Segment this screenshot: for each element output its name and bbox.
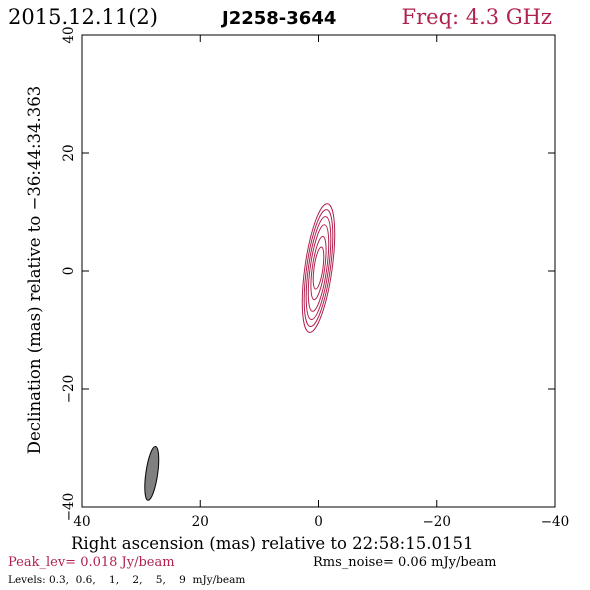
- contour-level-0p3: [301, 203, 336, 333]
- frequency-label: Freq: 4.3 GHz: [402, 5, 552, 29]
- plot-area: 40 20 0 −20 −40 −40 −20 0 20 40: [61, 26, 569, 530]
- x-tick-label: −20: [423, 514, 452, 530]
- x-tick-label: 40: [73, 514, 90, 530]
- y-tick-label: 20: [61, 144, 77, 161]
- peak-level: Peak_lev= 0.018 Jy/beam: [8, 555, 175, 570]
- rms-noise: Rms_noise= 0.06 mJy/beam: [313, 555, 496, 570]
- contour-level-0p6: [303, 209, 334, 327]
- y-tick-label: 40: [61, 26, 77, 43]
- plot-frame: [81, 34, 556, 508]
- y-axis-label: Declination (mas) relative to −36:44:34.…: [25, 86, 44, 455]
- x-axis-label: Right ascension (mas) relative to 22:58:…: [71, 534, 473, 553]
- contour-level-9: [312, 246, 325, 290]
- contour-level-1: [305, 216, 332, 320]
- contour-level-5: [310, 235, 327, 301]
- x-tick-label: 0: [314, 514, 323, 530]
- y-tick-label: 0: [61, 267, 77, 276]
- y-tick-label: −40: [61, 493, 77, 522]
- observation-date: 2015.12.11(2): [8, 5, 158, 29]
- x-tick-label: −40: [541, 514, 570, 530]
- source-name: J2258-3644: [220, 8, 336, 29]
- x-tick-label: 20: [192, 514, 209, 530]
- contour-level-2: [307, 224, 330, 312]
- contour-levels: Levels: 0.3, 0.6, 1, 2, 5, 9 mJy/beam: [8, 574, 245, 586]
- y-tick-label: −20: [61, 375, 77, 404]
- beam-ellipse: [144, 445, 160, 501]
